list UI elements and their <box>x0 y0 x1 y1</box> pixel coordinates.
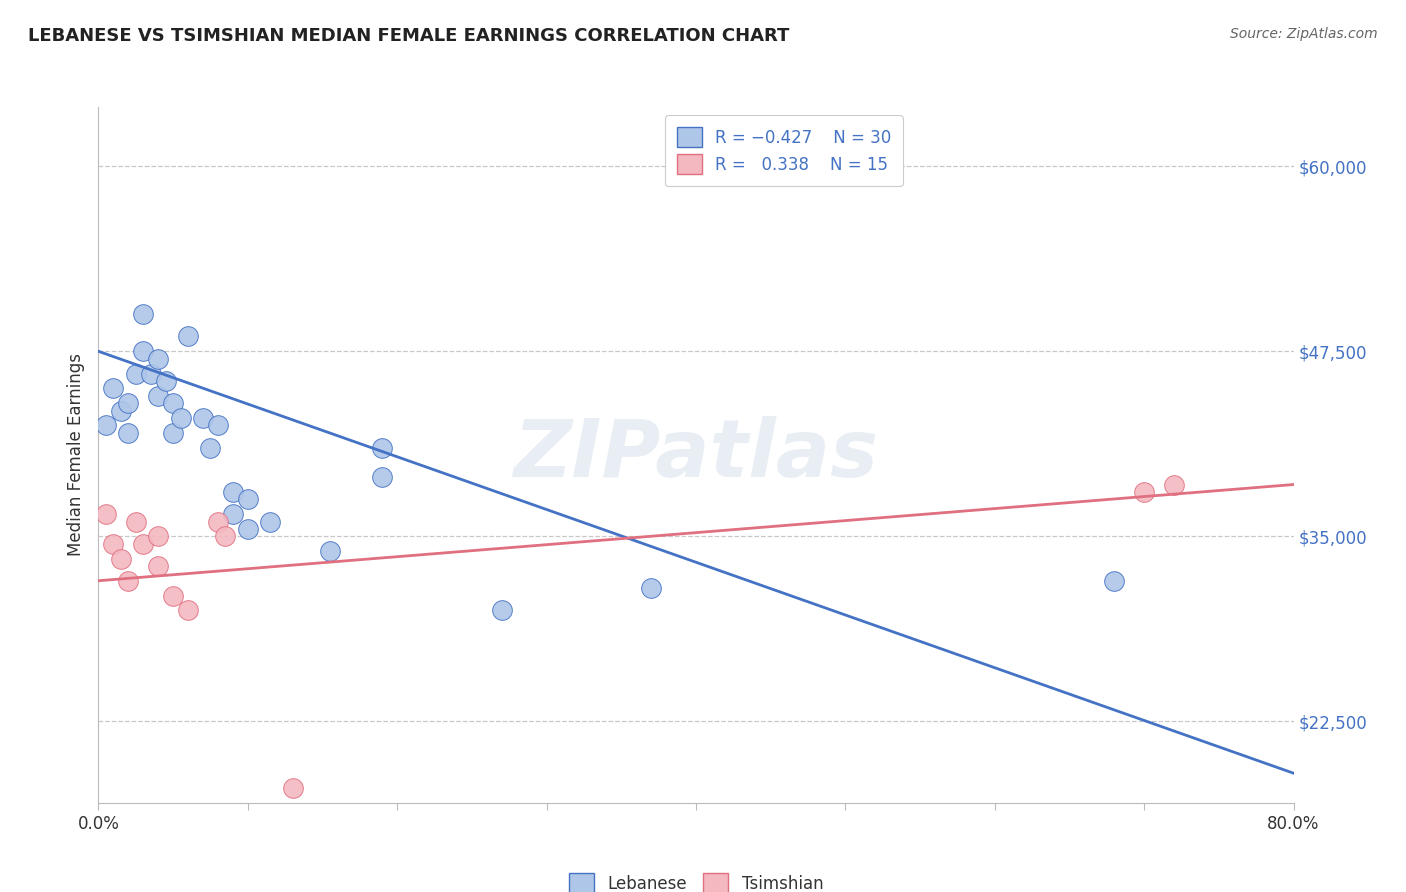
Point <box>148 389 170 403</box>
Point <box>148 529 170 543</box>
Point <box>132 344 155 359</box>
Point <box>148 558 170 573</box>
Point <box>1163 477 1185 491</box>
Y-axis label: Median Female Earnings: Median Female Earnings <box>66 353 84 557</box>
Point <box>214 529 236 543</box>
Point <box>94 418 117 433</box>
Point <box>207 418 229 433</box>
Point <box>177 603 200 617</box>
Point <box>1104 574 1126 588</box>
Point <box>162 589 184 603</box>
Point <box>236 492 259 507</box>
Point <box>117 574 139 588</box>
Point <box>319 544 342 558</box>
Point <box>148 351 170 366</box>
Point <box>236 522 259 536</box>
Text: ZIPatlas: ZIPatlas <box>513 416 879 494</box>
Point <box>169 411 191 425</box>
Point <box>259 515 281 529</box>
Point <box>139 367 162 381</box>
Point <box>162 396 184 410</box>
Point <box>177 329 200 343</box>
Legend: Lebanese, Tsimshian: Lebanese, Tsimshian <box>562 867 830 892</box>
Point <box>640 581 662 595</box>
Point <box>132 537 155 551</box>
Point <box>222 507 245 521</box>
Point <box>117 396 139 410</box>
Point <box>103 537 125 551</box>
Point <box>200 441 222 455</box>
Point <box>1133 484 1156 499</box>
Point <box>110 403 132 417</box>
Point <box>155 374 177 388</box>
Point <box>207 515 229 529</box>
Point <box>162 425 184 440</box>
Point <box>281 780 304 795</box>
Point <box>191 411 214 425</box>
Point <box>94 507 117 521</box>
Point <box>371 470 394 484</box>
Point <box>222 484 245 499</box>
Point <box>103 381 125 395</box>
Point <box>491 603 513 617</box>
Text: Source: ZipAtlas.com: Source: ZipAtlas.com <box>1230 27 1378 41</box>
Point <box>125 367 148 381</box>
Point <box>132 307 155 321</box>
Text: LEBANESE VS TSIMSHIAN MEDIAN FEMALE EARNINGS CORRELATION CHART: LEBANESE VS TSIMSHIAN MEDIAN FEMALE EARN… <box>28 27 790 45</box>
Point <box>110 551 132 566</box>
Point <box>371 441 394 455</box>
Point <box>125 515 148 529</box>
Point <box>117 425 139 440</box>
